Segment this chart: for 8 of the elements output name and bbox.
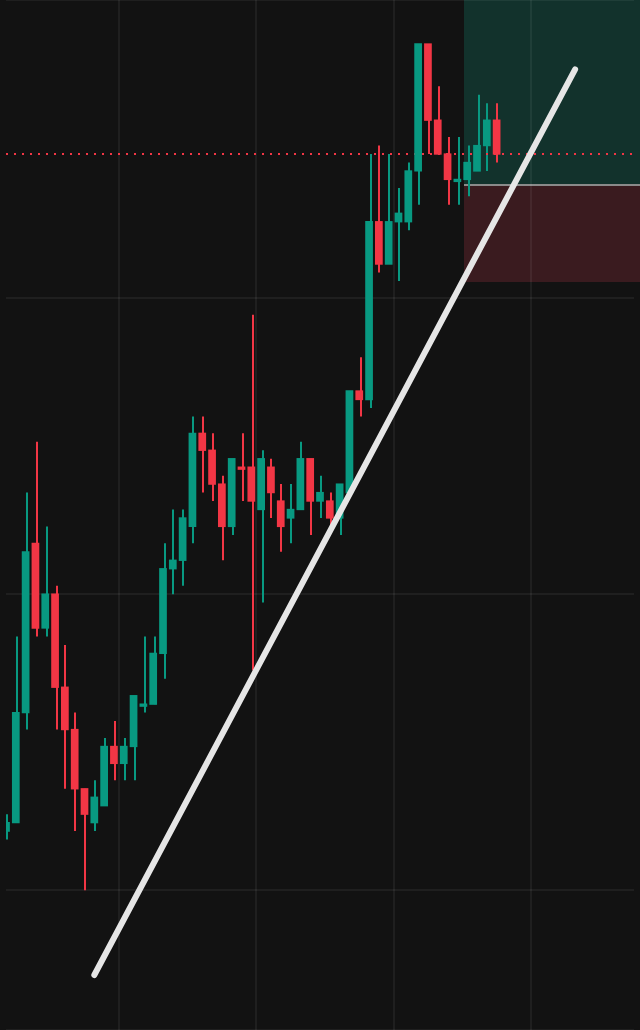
candlestick [41,525,50,638]
candlestick [267,457,275,519]
candlestick [306,457,315,536]
candlestick [355,356,364,418]
candlestick [325,491,334,528]
candlestick [110,720,118,782]
candlestick [316,474,324,519]
candlestick [276,483,285,553]
